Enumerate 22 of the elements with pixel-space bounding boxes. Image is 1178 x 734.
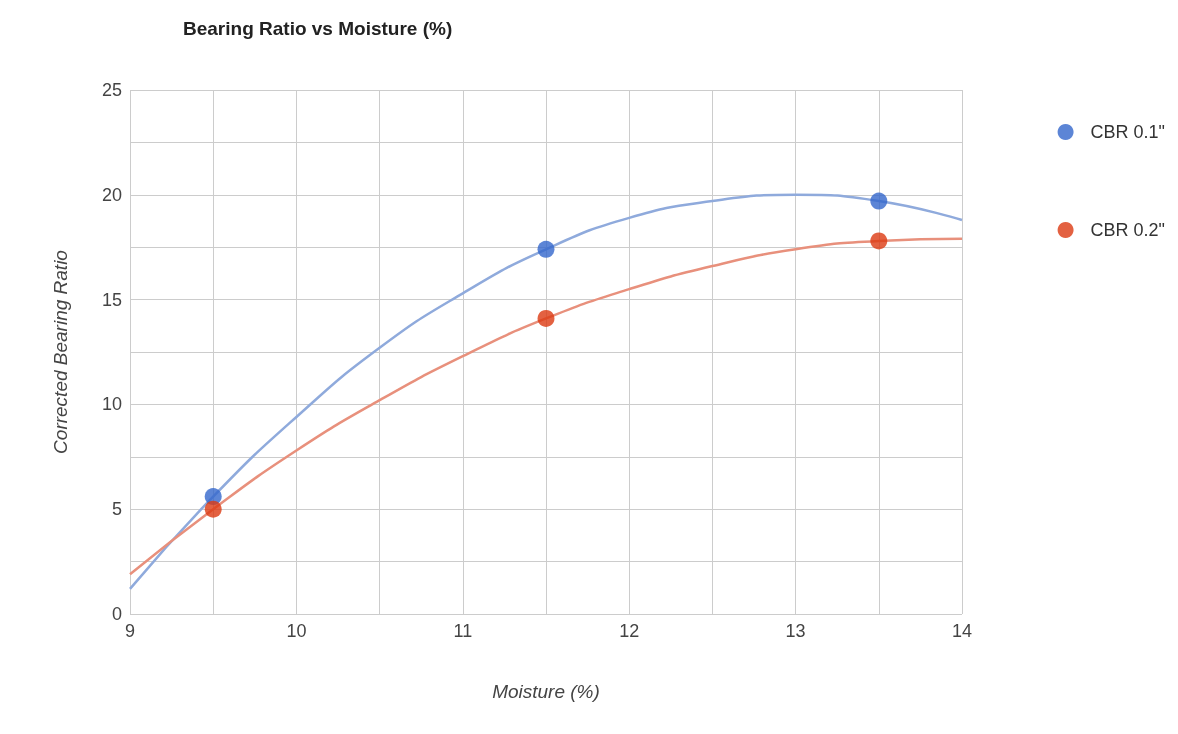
point [870,232,888,250]
point [870,192,888,210]
legend-label: CBR 0.2" [1090,220,1165,240]
point [204,500,222,518]
y-tick-label: 25 [101,80,122,100]
x-axis-title: Moisture (%) [492,681,600,702]
y-tick-label: 10 [101,394,122,415]
x-tick-label: 9 [124,621,136,641]
point [537,240,555,258]
y-axis-title: Corrected Bearing Ratio [50,250,71,454]
x-tick-label: 10 [286,621,307,641]
y-tick-label: 5 [111,499,122,520]
x-tick-label: 13 [785,621,806,641]
x-tick-label: 11 [453,621,473,641]
y-tick-label: 0 [111,604,122,624]
x-tick-label: 12 [619,621,640,641]
chart-title: Bearing Ratio vs Moisture (%) [183,18,453,39]
legend-label: CBR 0.1" [1090,122,1165,142]
y-tick-label: 15 [101,289,122,310]
y-tick-label: 20 [101,184,122,205]
point [537,309,555,327]
x-tick-label: 14 [951,621,973,641]
